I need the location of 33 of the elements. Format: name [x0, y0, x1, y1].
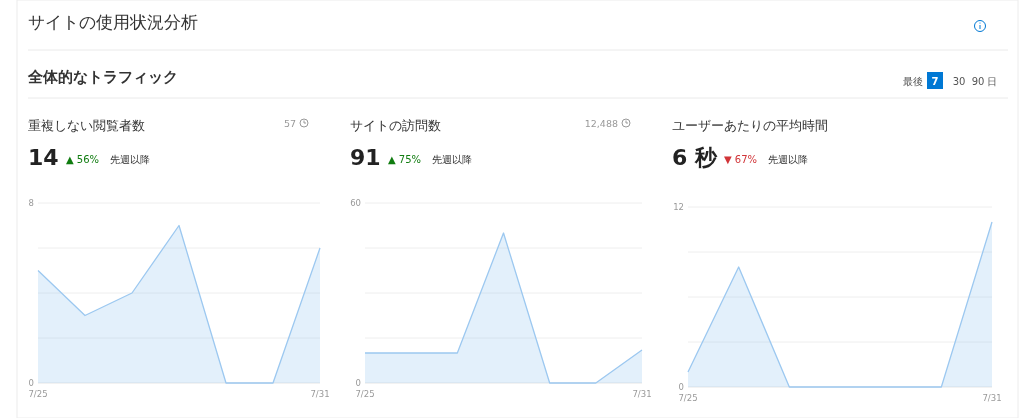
- text: 30: [952, 76, 966, 87]
- x-tick-label: 7/31: [632, 389, 652, 399]
- chart-title: サイトの訪問数: [350, 118, 441, 133]
- y-tick-label: 8: [28, 197, 34, 208]
- chart-title: 重複しない閲覧者数: [28, 118, 145, 133]
- text: 91: [350, 145, 381, 170]
- chart-title: ユーザーあたりの平均時間: [672, 118, 828, 133]
- x-tick-label: 7/31: [310, 389, 330, 399]
- y-tick-label: 60: [350, 197, 361, 208]
- y-tick-label: 0: [678, 381, 684, 392]
- text: 最後: [903, 76, 923, 87]
- text: 90: [971, 76, 985, 87]
- text: 先週以降: [432, 154, 472, 165]
- text: サイトの使用状況分析: [28, 12, 198, 32]
- y-tick-label: 12: [673, 201, 684, 212]
- x-tick-label: 7/25: [355, 389, 375, 399]
- x-tick-label: 7/25: [28, 389, 48, 399]
- x-tick-label: 7/31: [982, 393, 1002, 403]
- text: 7: [931, 76, 939, 87]
- text: 全体的なトラフィック: [27, 68, 178, 86]
- text: 57: [283, 118, 296, 129]
- x-tick-label: 7/25: [678, 393, 698, 403]
- text: 先週以降: [110, 154, 150, 165]
- text: 14: [28, 145, 59, 170]
- text: 日: [987, 76, 997, 87]
- text: 6 秒: [672, 145, 718, 170]
- text: ▲ 75%: [388, 154, 422, 165]
- y-tick-label: 0: [28, 377, 34, 388]
- text: ▼ 67%: [724, 154, 758, 165]
- text: 先週以降: [768, 154, 808, 165]
- text: ▲ 56%: [66, 154, 100, 165]
- text: 12,488: [584, 118, 618, 129]
- y-tick-label: 0: [355, 377, 361, 388]
